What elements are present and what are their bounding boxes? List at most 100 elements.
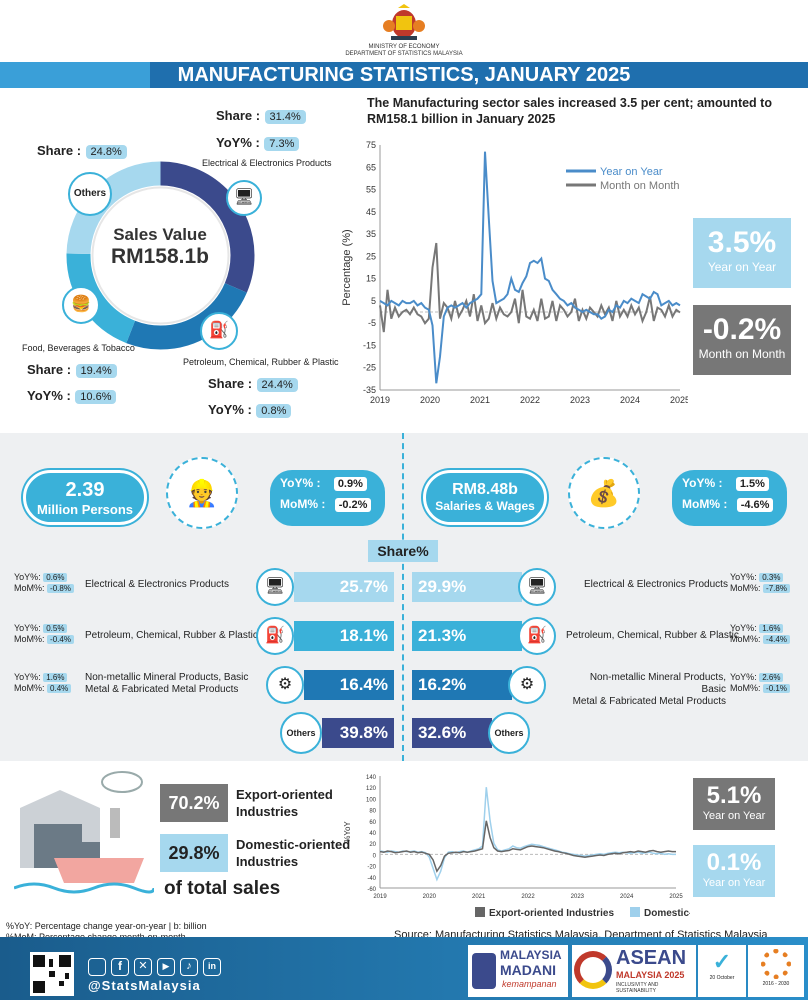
legend-label: Month on Month (600, 180, 680, 192)
legend-swatch (630, 907, 640, 917)
madani-logo: MALAYSIA MADANI kemampanan (468, 945, 568, 997)
x-tick-label: 2019 (373, 894, 387, 900)
export-label-line2: Industries (236, 804, 299, 819)
instagram-icon[interactable] (88, 958, 106, 976)
yoy-label: YoY%: (14, 623, 41, 633)
donut-segment-others (66, 161, 255, 350)
asean-line2: MALAYSIA 2025 (616, 970, 685, 980)
legend-swatch (475, 907, 485, 917)
row2-left-mom: -0.4% (47, 635, 74, 644)
yoy-label: YoY% : (208, 402, 252, 417)
y-tick-label: 25 (366, 251, 376, 261)
ministry-label: MINISTRY OF ECONOMY DEPARTMENT OF STATIS… (0, 44, 808, 58)
row1-right-changes: YoY%: 0.3% MoM%: -7.8% (730, 572, 790, 594)
food-share: Share : 19.4% (27, 361, 117, 379)
export-yoy-value: 5.1% (706, 782, 762, 809)
domestic-yoy-value: 0.1% (706, 849, 762, 876)
row4-left-bar: 39.8% (322, 718, 394, 748)
donut-center: Sales Value RM158.1b (80, 225, 240, 269)
others-icon: Others (280, 712, 322, 754)
domestic-label-line2: Industries (236, 854, 299, 869)
export-label: Export-oriented Industries (236, 786, 333, 820)
sales-mom-caption: Month on Month (698, 347, 786, 361)
mom-label: MoM%: (730, 683, 761, 693)
x-tick-label: 2022 (521, 894, 535, 900)
others-icon: Others (488, 712, 530, 754)
petroleum-icon: ⛽ (256, 617, 294, 655)
row1-left-mom: -0.8% (47, 584, 74, 593)
tiktok-icon[interactable]: ♪ (180, 958, 198, 976)
series-line-0 (379, 151, 681, 384)
electronics-share-value: 31.4% (264, 110, 306, 124)
x-tick-label: 2023 (570, 395, 590, 405)
legend-label: Domestic-oriented Industries (644, 908, 690, 919)
mom-label: MoM%: (730, 583, 761, 593)
export-yoy-caption: Year on Year (702, 810, 766, 822)
colon: : (321, 497, 326, 511)
donut-center-title: Sales Value (113, 225, 207, 244)
y-tick-label: 40 (369, 831, 376, 837)
y-tick-label: -15 (363, 340, 376, 350)
x-tick-label: 2024 (620, 894, 634, 900)
row2-right-yoy: 1.6% (759, 624, 784, 633)
y-tick-label: -60 (367, 887, 376, 893)
linkedin-icon[interactable]: in (203, 958, 221, 976)
row3-left-name: Non-metallic Mineral Products, Basic Meta… (85, 672, 248, 696)
others-share: Share : 24.8% (37, 142, 127, 160)
food-icon: 🍔 (62, 286, 100, 324)
donut-segment-petroleum (66, 161, 255, 350)
x-tick-label: 2025 (670, 395, 688, 405)
domestic-yoy-caption: Year on Year (702, 877, 766, 889)
x-icon[interactable]: ✕ (134, 958, 152, 976)
food-share-value: 19.4% (75, 364, 117, 378)
x-tick-label: 2021 (470, 395, 490, 405)
sales-headline: The Manufacturing sector sales increased… (367, 96, 772, 126)
sdg-logo: 2016 - 2030 (748, 945, 804, 997)
row2-left-changes: YoY%: 0.5% MoM%: -0.4% (14, 623, 74, 645)
row2-right-bar: 21.3% (412, 621, 522, 651)
share-label: Share : (37, 143, 82, 158)
series-line-0 (379, 820, 676, 873)
electronics-icon: 🖥 (518, 568, 556, 606)
y-tick-label: -35 (363, 385, 376, 395)
mom-label: MoM%: (14, 683, 45, 693)
y-tick-label: 35 (366, 229, 376, 239)
qr-code-icon[interactable] (30, 952, 74, 996)
row2-left-bar: 18.1% (294, 621, 394, 651)
y-axis-label: %YoY (343, 821, 352, 843)
row3-left-mom: 0.4% (47, 684, 72, 693)
petroleum-icon: ⛽ (518, 617, 556, 655)
row3-right-bar: 16.2% (412, 670, 512, 700)
electronics-name: Electrical & Electronics Products (202, 158, 332, 168)
x-tick-label: 2025 (669, 894, 683, 900)
asean-line1: ASEAN (616, 947, 687, 969)
facebook-icon[interactable]: f (111, 958, 129, 976)
x-tick-label: 2019 (370, 395, 390, 405)
persons-pill: 2.39 Million Persons (23, 470, 147, 525)
row1-right-mom: -7.8% (763, 584, 790, 593)
food-name: Food, Beverages & Tobacco (22, 343, 135, 353)
y-tick-label: 5 (371, 296, 376, 306)
persons-changes: YoY% : 0.9% MoM% : -0.2% (270, 470, 385, 526)
row3-left-name-line2: Metal & Fabricated Metal Products (85, 684, 239, 695)
yoy-label: YoY% (682, 476, 716, 490)
y-tick-label: 0 (373, 853, 377, 859)
row1-right-yoy: 0.3% (759, 573, 784, 582)
petroleum-yoy: YoY% : 0.8% (208, 401, 292, 419)
page-title: MANUFACTURING STATISTICS, JANUARY 2025 (177, 64, 631, 86)
row1-right-bar: 29.9% (412, 572, 522, 602)
row3-left-bar: 16.4% (304, 670, 394, 700)
metal-icon: ⚙ (508, 666, 546, 704)
mom-label: MoM%: (730, 634, 761, 644)
mom-label: MoM%: (14, 634, 45, 644)
youtube-icon[interactable]: ▶ (157, 958, 175, 976)
others-icon: Others (68, 172, 112, 216)
colon: : (723, 497, 728, 511)
petroleum-yoy-value: 0.8% (256, 404, 292, 418)
row2-left-name: Petroleum, Chemical, Rubber & Plastic (85, 630, 258, 641)
y-tick-label: 45 (366, 207, 376, 217)
domestic-label-line1: Domestic-oriented (236, 837, 351, 852)
export-share: 70.2% (160, 784, 228, 822)
social-handle[interactable]: @StatsMalaysia (88, 978, 201, 993)
